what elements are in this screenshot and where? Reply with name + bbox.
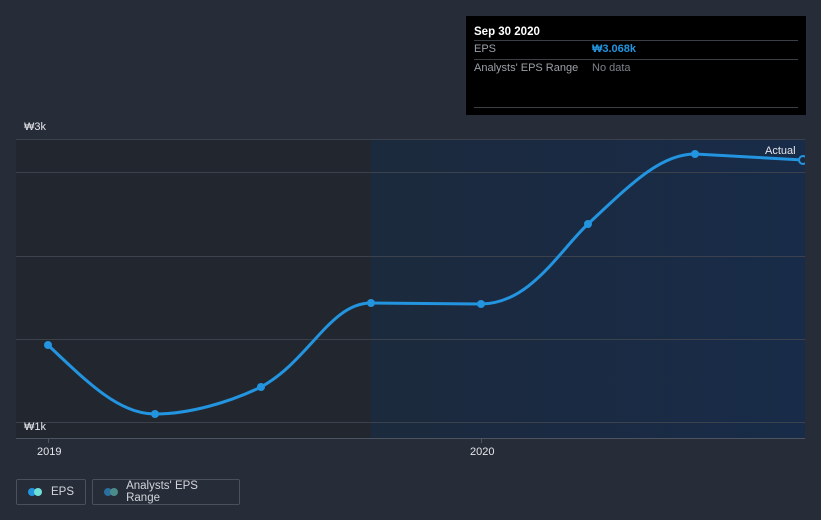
gridlines: [16, 139, 805, 423]
tooltip-eps-label: EPS: [474, 43, 497, 55]
legend-item-analysts-range[interactable]: Analysts' EPS Range: [92, 479, 240, 505]
tooltip-range-value: No data: [592, 62, 631, 74]
tooltip-row-range: Analysts' EPS Range No data: [474, 59, 798, 77]
eps-legend-icon: [28, 488, 42, 496]
eps-points: [44, 150, 699, 418]
actual-region: [371, 139, 805, 438]
tooltip: Sep 30 2020 EPS ₩3.068k Analysts' EPS Ra…: [466, 16, 806, 115]
legend-item-eps[interactable]: EPS: [16, 479, 86, 505]
tooltip-row-eps: EPS ₩3.068k: [474, 40, 798, 58]
tooltip-date: Sep 30 2020: [474, 26, 540, 38]
legend-label-range: Analysts' EPS Range: [126, 480, 198, 504]
past-region: [16, 139, 371, 438]
legend-label-eps: EPS: [50, 486, 74, 498]
eps-line: [46, 152, 804, 416]
y-label-bottom: ₩1k: [24, 421, 46, 433]
tooltip-range-label: Analysts' EPS Range: [474, 62, 579, 74]
actual-annotation: Actual: [765, 145, 796, 157]
tooltip-eps-value: ₩3.068k: [592, 43, 637, 55]
x-label-2020: 2020: [470, 446, 495, 458]
x-label-2019: 2019: [37, 446, 62, 458]
range-legend-icon: [104, 488, 118, 496]
legend: EPS Analysts' EPS Range: [16, 479, 240, 505]
y-label-top: ₩3k: [24, 121, 46, 133]
tooltip-divider: [474, 107, 798, 108]
